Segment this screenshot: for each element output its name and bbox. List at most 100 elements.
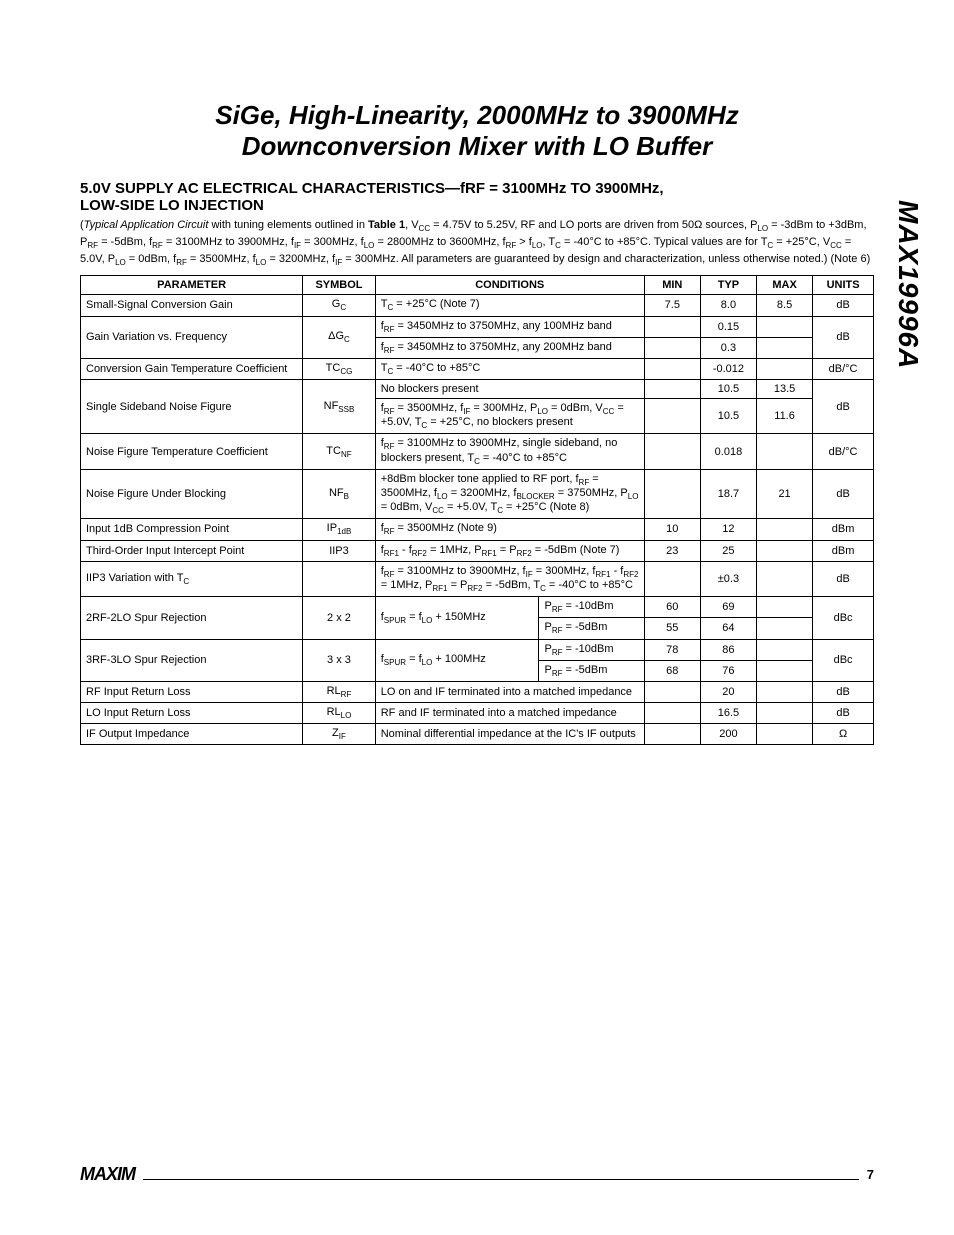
- table-row: IF Output Impedance ZIF Nominal differen…: [81, 724, 874, 745]
- cell-max: 11.6: [757, 399, 813, 434]
- cell-param: 3RF-3LO Spur Rejection: [81, 639, 303, 681]
- conditions-paragraph: (Typical Application Circuit with tuning…: [80, 218, 874, 269]
- cell-typ: 10.5: [700, 399, 756, 434]
- cell-typ: 12: [700, 519, 756, 540]
- cell-min: 68: [644, 660, 700, 681]
- cell-min: 55: [644, 618, 700, 639]
- th-parameter: PARAMETER: [81, 276, 303, 295]
- cell-param: IF Output Impedance: [81, 724, 303, 745]
- cell-cond: fRF = 3500MHz, fIF = 300MHz, PLO = 0dBm,…: [375, 399, 644, 434]
- th-max: MAX: [757, 276, 813, 295]
- cell-param: Small-Signal Conversion Gain: [81, 295, 303, 316]
- cell-unit: dBc: [813, 639, 874, 681]
- cell-cond: fRF = 3450MHz to 3750MHz, any 200MHz ban…: [375, 337, 644, 358]
- cell-cond: fSPUR = fLO + 100MHz: [375, 639, 539, 681]
- cell-cond: fSPUR = fLO + 150MHz: [375, 597, 539, 639]
- cell-cond: TC = -40°C to +85°C: [375, 358, 644, 379]
- cell-sym: GC: [303, 295, 376, 316]
- table-row: Input 1dB Compression Point IP1dB fRF = …: [81, 519, 874, 540]
- cell-param: Conversion Gain Temperature Coefficient: [81, 358, 303, 379]
- cell-sym: 3 x 3: [303, 639, 376, 681]
- cell-min: [644, 681, 700, 702]
- cell-cond: fRF = 3100MHz to 3900MHz, fIF = 300MHz, …: [375, 561, 644, 596]
- table-row: 2RF-2LO Spur Rejection 2 x 2 fSPUR = fLO…: [81, 597, 874, 618]
- cell-min: 60: [644, 597, 700, 618]
- cell-min: [644, 703, 700, 724]
- cell-cond: fRF1 - fRF2 = 1MHz, PRF1 = PRF2 = -5dBm …: [375, 540, 644, 561]
- cell-typ: 200: [700, 724, 756, 745]
- cell-min: [644, 561, 700, 596]
- cell-min: 23: [644, 540, 700, 561]
- cell-max: [757, 337, 813, 358]
- cell-typ: 10.5: [700, 380, 756, 399]
- th-min: MIN: [644, 276, 700, 295]
- table-row: Small-Signal Conversion Gain GC TC = +25…: [81, 295, 874, 316]
- cell-cond: fRF = 3450MHz to 3750MHz, any 100MHz ban…: [375, 316, 644, 337]
- cell-unit: dB: [813, 380, 874, 434]
- table-row: LO Input Return Loss RLLO RF and IF term…: [81, 703, 874, 724]
- cell-unit: dB: [813, 469, 874, 519]
- cell-sym: TCNF: [303, 434, 376, 469]
- table-row: IIP3 Variation with TC fRF = 3100MHz to …: [81, 561, 874, 596]
- cell-max: 8.5: [757, 295, 813, 316]
- cell-param: Noise Figure Under Blocking: [81, 469, 303, 519]
- cell-max: [757, 660, 813, 681]
- cell-sym: 2 x 2: [303, 597, 376, 639]
- cell-param: Single Sideband Noise Figure: [81, 380, 303, 434]
- cell-unit: dB: [813, 703, 874, 724]
- cell-sym: NFB: [303, 469, 376, 519]
- cell-sym: RLLO: [303, 703, 376, 724]
- cell-typ: 69: [700, 597, 756, 618]
- cell-max: [757, 639, 813, 660]
- cell-sym: NFSSB: [303, 380, 376, 434]
- cell-max: [757, 681, 813, 702]
- title-line-1: SiGe, High-Linearity, 2000MHz to 3900MHz: [215, 100, 739, 130]
- cell-cond: fRF = 3100MHz to 3900MHz, single sideban…: [375, 434, 644, 469]
- cell-unit: dB: [813, 561, 874, 596]
- cell-max: [757, 703, 813, 724]
- cell-typ: 64: [700, 618, 756, 639]
- cell-min: [644, 399, 700, 434]
- cell-cond: Nominal differential impedance at the IC…: [375, 724, 644, 745]
- cell-typ: 0.3: [700, 337, 756, 358]
- cell-max: [757, 316, 813, 337]
- th-typ: TYP: [700, 276, 756, 295]
- cell-param: Input 1dB Compression Point: [81, 519, 303, 540]
- cell-unit: dB: [813, 681, 874, 702]
- cell-typ: 18.7: [700, 469, 756, 519]
- page-footer: MAXIM 7: [80, 1164, 874, 1185]
- cell-min: [644, 724, 700, 745]
- cell-unit: dB/°C: [813, 434, 874, 469]
- maxim-logo: MAXIM: [80, 1164, 135, 1185]
- cell-max: [757, 358, 813, 379]
- cell-max: [757, 434, 813, 469]
- cell-unit: dB: [813, 316, 874, 358]
- cell-sym: TCCG: [303, 358, 376, 379]
- section-heading-line-2: LOW-SIDE LO INJECTION: [80, 197, 264, 214]
- cell-typ: -0.012: [700, 358, 756, 379]
- cell-unit: Ω: [813, 724, 874, 745]
- cell-cond-sub: PRF = -10dBm: [539, 597, 644, 618]
- cell-min: 10: [644, 519, 700, 540]
- cell-typ: 8.0: [700, 295, 756, 316]
- cell-max: 13.5: [757, 380, 813, 399]
- cell-sym: RLRF: [303, 681, 376, 702]
- th-conditions: CONDITIONS: [375, 276, 644, 295]
- table-row: 3RF-3LO Spur Rejection 3 x 3 fSPUR = fLO…: [81, 639, 874, 660]
- cell-min: [644, 316, 700, 337]
- cell-typ: 20: [700, 681, 756, 702]
- cell-unit: dBc: [813, 597, 874, 639]
- table-row: Single Sideband Noise Figure NFSSB No bl…: [81, 380, 874, 399]
- table-row: Noise Figure Temperature Coefficient TCN…: [81, 434, 874, 469]
- cell-typ: 0.15: [700, 316, 756, 337]
- cell-max: [757, 618, 813, 639]
- cell-max: [757, 561, 813, 596]
- cell-param: Third-Order Input Intercept Point: [81, 540, 303, 561]
- table-row: Noise Figure Under Blocking NFB +8dBm bl…: [81, 469, 874, 519]
- cell-sym: ΔGC: [303, 316, 376, 358]
- cell-min: [644, 434, 700, 469]
- document-title: SiGe, High-Linearity, 2000MHz to 3900MHz…: [80, 100, 874, 162]
- cell-typ: 76: [700, 660, 756, 681]
- cell-param: IIP3 Variation with TC: [81, 561, 303, 596]
- cell-max: [757, 724, 813, 745]
